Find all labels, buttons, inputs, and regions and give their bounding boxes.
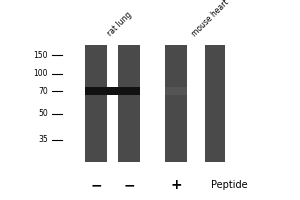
Bar	[85, 87, 107, 95]
Text: 50: 50	[38, 110, 48, 118]
Text: 70: 70	[38, 86, 48, 96]
Bar	[107, 87, 118, 95]
Text: +: +	[170, 178, 182, 192]
Bar	[165, 87, 187, 95]
Text: mouse heart: mouse heart	[190, 0, 230, 38]
Bar	[205, 45, 225, 162]
Text: Peptide: Peptide	[211, 180, 247, 190]
Bar	[165, 45, 187, 162]
Bar	[118, 87, 140, 95]
Bar	[85, 45, 107, 162]
Text: −: −	[123, 178, 135, 192]
Text: rat lung: rat lung	[106, 10, 134, 38]
Bar	[118, 45, 140, 162]
Text: 150: 150	[34, 50, 48, 60]
Text: 100: 100	[34, 70, 48, 78]
Text: −: −	[90, 178, 102, 192]
Text: 35: 35	[38, 136, 48, 144]
